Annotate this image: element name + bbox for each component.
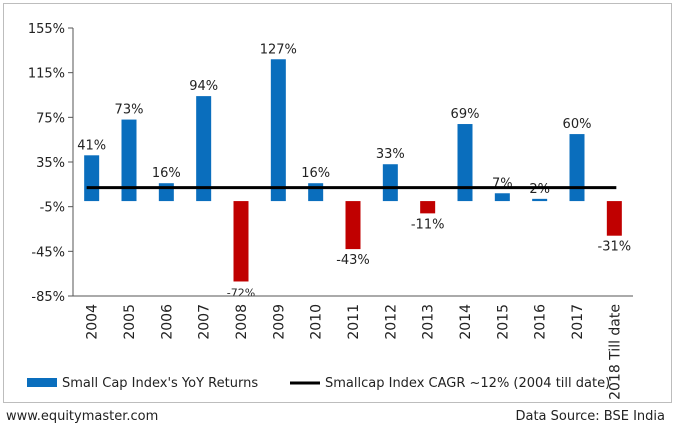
data-label: 94% bbox=[189, 79, 218, 94]
data-label: 73% bbox=[115, 103, 144, 118]
x-tick-label: 2005 bbox=[122, 304, 138, 340]
y-tick-label: 115% bbox=[28, 67, 65, 82]
y-tick-label: -85% bbox=[31, 290, 65, 305]
bar bbox=[158, 183, 174, 202]
bar bbox=[84, 155, 100, 202]
x-tick-label: 2015 bbox=[495, 304, 511, 340]
bar bbox=[569, 134, 585, 202]
x-tick-label: 2008 bbox=[234, 304, 250, 340]
bar bbox=[233, 201, 249, 282]
data-label: 2% bbox=[529, 182, 550, 197]
y-tick-label: 155% bbox=[28, 22, 65, 37]
bar bbox=[494, 193, 510, 202]
x-tick-label: 2009 bbox=[271, 304, 287, 340]
x-tick-label: 2011 bbox=[346, 304, 362, 340]
bar bbox=[606, 201, 622, 236]
bar bbox=[457, 124, 473, 202]
data-label: 16% bbox=[301, 166, 330, 181]
bar bbox=[121, 119, 137, 202]
x-tick-label: 2006 bbox=[159, 304, 175, 340]
site-url: www.equitymaster.com bbox=[6, 409, 159, 424]
y-tick-label: -45% bbox=[31, 245, 65, 260]
data-label: 33% bbox=[376, 147, 405, 162]
x-tick-label: 2013 bbox=[421, 304, 437, 340]
legend-swatch-bars bbox=[27, 378, 57, 387]
y-tick-label: 35% bbox=[36, 156, 65, 171]
x-tick-label: 2016 bbox=[533, 304, 549, 340]
y-tick-label: -5% bbox=[40, 201, 65, 216]
bar bbox=[196, 96, 212, 202]
bar bbox=[345, 201, 361, 250]
data-label: -43% bbox=[336, 253, 370, 268]
x-tick-label: 2010 bbox=[309, 304, 325, 340]
data-label: 60% bbox=[563, 117, 592, 132]
data-label: 16% bbox=[152, 166, 181, 181]
x-tick-label: 2012 bbox=[383, 304, 399, 340]
legend-label-bars: Small Cap Index's YoY Returns bbox=[62, 376, 258, 391]
bar-chart: 155% 115% 75% 35% -5% -45% -85% 41% 73% 16% 94% -72… bbox=[27, 22, 633, 400]
x-tick-label: 2014 bbox=[458, 304, 474, 340]
data-label: 69% bbox=[451, 107, 480, 122]
data-label: -11% bbox=[411, 217, 445, 232]
bar bbox=[308, 183, 324, 202]
bar bbox=[382, 164, 398, 202]
chart-frame: 155% 115% 75% 35% -5% -45% -85% 41% 73% 16% 94% -72… bbox=[3, 3, 672, 403]
x-tick-label: 2017 bbox=[570, 304, 586, 340]
data-source: Data Source: BSE India bbox=[515, 409, 665, 424]
data-label: 41% bbox=[77, 138, 106, 153]
bar bbox=[420, 201, 436, 214]
y-tick-label: 75% bbox=[36, 111, 65, 126]
data-label: -72% bbox=[227, 286, 255, 299]
bar bbox=[532, 198, 548, 202]
legend-label-line: Smallcap Index CAGR ~12% (2004 till date… bbox=[325, 376, 610, 391]
data-label: 127% bbox=[260, 42, 297, 57]
x-tick-label: 2007 bbox=[197, 304, 213, 340]
data-label: -31% bbox=[598, 240, 632, 255]
bar bbox=[270, 59, 286, 202]
x-tick-label: 2004 bbox=[85, 304, 101, 340]
x-tick-label: 2018 Till date bbox=[607, 304, 623, 400]
